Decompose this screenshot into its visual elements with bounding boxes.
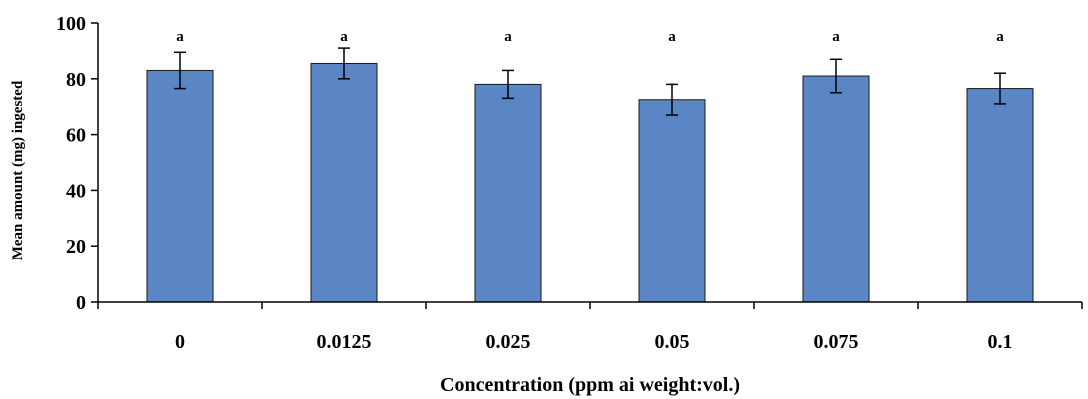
error-bar [994, 72, 1006, 105]
y-tick-label: 80 [66, 69, 86, 91]
error-bar [830, 58, 842, 94]
x-tick-label: 0.075 [814, 331, 859, 353]
error-bars [174, 47, 1006, 116]
x-tick-label: 0.05 [655, 331, 690, 353]
significance-letter: a [832, 29, 840, 45]
error-bar [666, 83, 678, 116]
y-axis-title: Mean amount (mg) ingested [10, 80, 26, 260]
x-axis-ticks: 0 0.0125 0.025 0.05 0.075 0.1 [97, 302, 1083, 353]
x-tick-label: 0.0125 [317, 331, 372, 353]
significance-letter: a [996, 29, 1004, 45]
bar [146, 69, 214, 303]
y-tick-label: 60 [66, 125, 86, 147]
bar [310, 62, 378, 303]
y-tick-label: 0 [76, 292, 86, 314]
x-tick-label: 0 [175, 331, 185, 353]
bars [146, 62, 1034, 303]
significance-letter: a [176, 29, 184, 45]
error-bar [502, 69, 514, 100]
y-tick-label: 40 [66, 180, 86, 202]
y-axis-ticks: 0 20 40 60 80 100 [56, 13, 98, 314]
x-tick-label: 0.025 [486, 331, 531, 353]
x-axis-title: Concentration (ppm ai weight:vol.) [440, 374, 740, 396]
bar [638, 99, 706, 303]
bar [474, 83, 542, 303]
bar [966, 88, 1034, 303]
significance-letter: a [668, 29, 676, 45]
error-bar [338, 47, 350, 80]
significance-letter: a [340, 29, 348, 45]
significance-letter: a [504, 29, 512, 45]
y-tick-label: 20 [66, 236, 86, 258]
bar [802, 75, 870, 303]
error-bar [174, 51, 186, 90]
x-tick-label: 0.1 [988, 331, 1013, 353]
y-tick-label: 100 [56, 13, 86, 35]
